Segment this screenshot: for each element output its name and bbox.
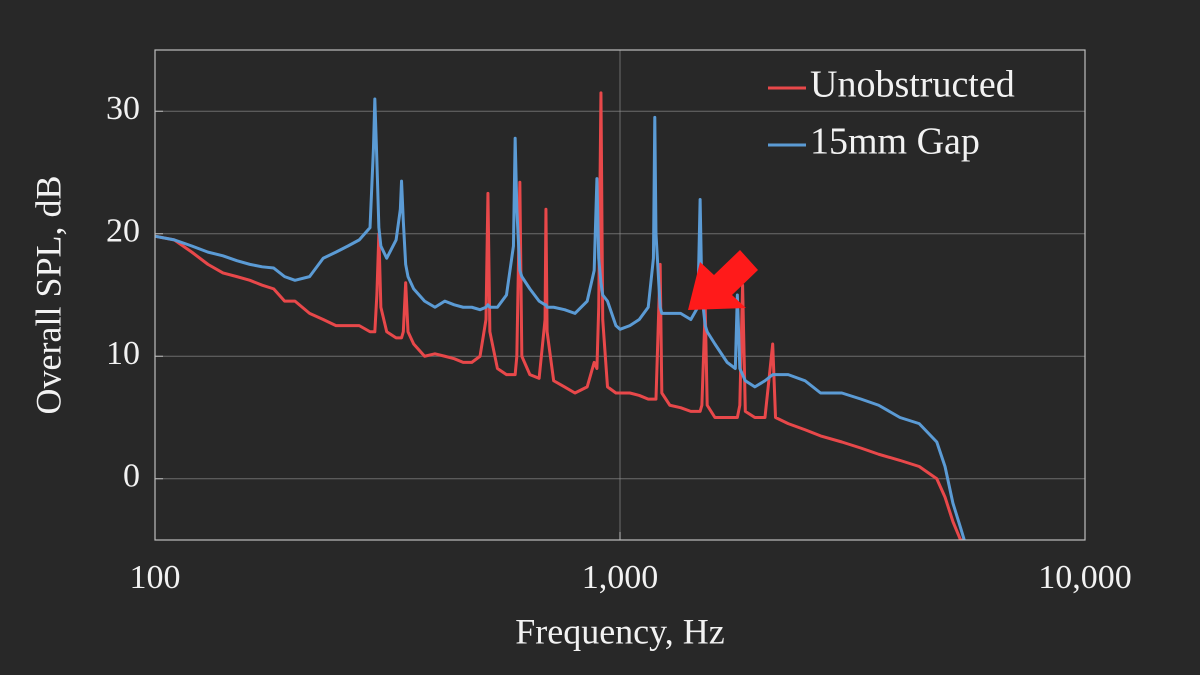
legend-label: Unobstructed — [810, 64, 1015, 106]
y-tick-label: 20 — [106, 213, 140, 250]
arrow-annotation — [688, 250, 758, 310]
series-line — [155, 97, 966, 540]
y-tick-label: 30 — [106, 90, 140, 127]
legend-label: 15mm Gap — [810, 121, 980, 163]
plot-lines — [155, 91, 966, 540]
y-tick-label: 0 — [123, 458, 140, 495]
x-axis-label: Frequency, Hz — [515, 611, 725, 651]
y-axis-label: Overall SPL, dB — [28, 176, 68, 415]
y-tick-label: 10 — [106, 335, 140, 372]
x-tick-label: 100 — [130, 559, 181, 596]
plot-frame — [154, 49, 1086, 541]
x-tick-label: 1,000 — [582, 559, 659, 596]
x-tick-label: 10,000 — [1038, 559, 1132, 596]
series-line — [155, 91, 965, 540]
legend: Unobstructed 15mm Gap — [768, 64, 1015, 163]
